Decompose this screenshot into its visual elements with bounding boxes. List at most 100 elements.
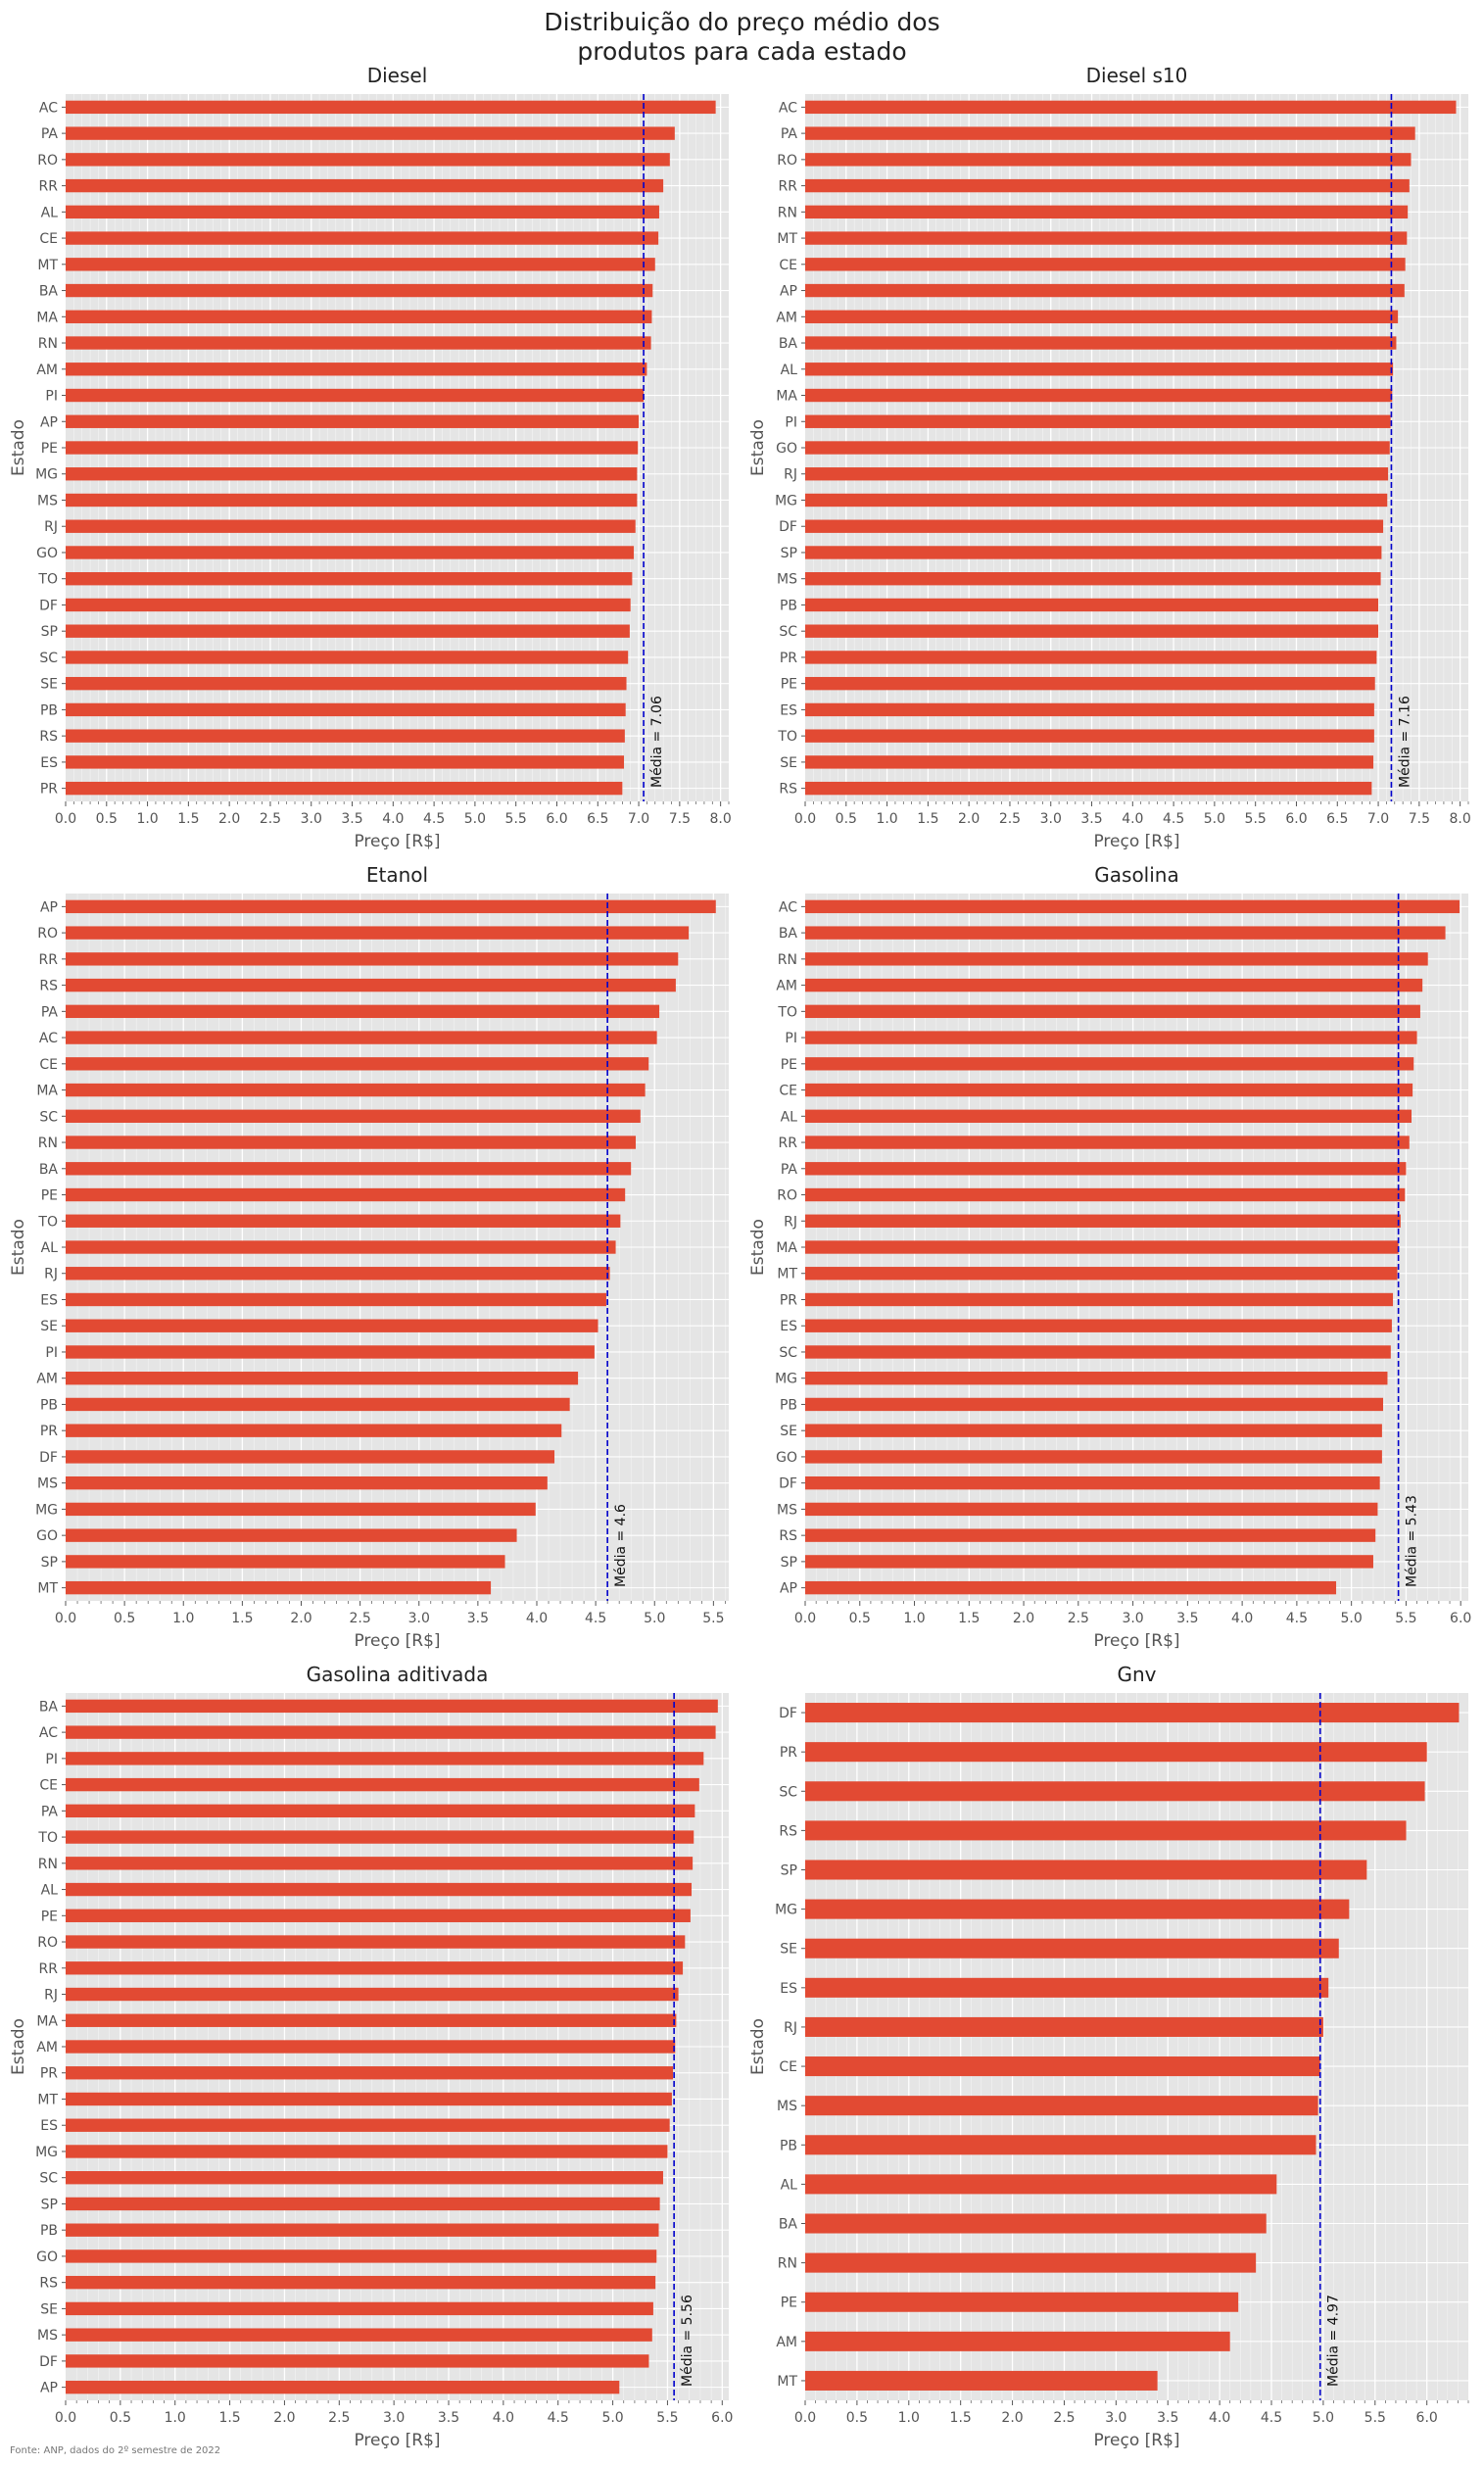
x-axis-label: Preço [R$] bbox=[354, 1631, 440, 1651]
bar-am bbox=[805, 310, 1399, 323]
bar-se bbox=[66, 676, 627, 691]
x-tick-label: 5.5 bbox=[702, 1611, 724, 1626]
x-tick-label: 3.5 bbox=[438, 2410, 459, 2426]
bar-df bbox=[805, 1703, 1460, 1723]
bar-ma bbox=[66, 1083, 646, 1097]
bar-sc bbox=[805, 624, 1379, 638]
figure-title: Distribuição do preço médio dos produtos… bbox=[0, 8, 1484, 67]
bar-al bbox=[66, 1882, 693, 1897]
y-tick-label-df: DF bbox=[39, 1450, 58, 1466]
bar-mg bbox=[66, 1502, 536, 1517]
x-tick-label: 4.5 bbox=[548, 2410, 569, 2426]
x-tick-label: 4.0 bbox=[1209, 2410, 1230, 2426]
y-tick-label-se: SE bbox=[780, 1942, 797, 1958]
x-axis-label: Preço [R$] bbox=[354, 2431, 440, 2450]
bar-se bbox=[805, 1938, 1339, 1958]
bar-ap bbox=[805, 1580, 1337, 1595]
y-tick-label-rr: RR bbox=[779, 179, 798, 195]
y-tick-label-ap: AP bbox=[780, 284, 797, 300]
y-tick-label-rj: RJ bbox=[784, 1214, 797, 1230]
bar-rs bbox=[66, 978, 676, 992]
y-tick-label-pb: PB bbox=[40, 2223, 58, 2239]
y-tick-label-es: ES bbox=[780, 1319, 797, 1334]
panel-6: DF PR SC RS SP MG SE ES RJ CE MS PB AL BA RN PE AM MT 0.0 0… bbox=[748, 1663, 1469, 2450]
bar-ma bbox=[66, 2013, 677, 2027]
bar-ap bbox=[66, 899, 716, 914]
y-tick-label-ro: RO bbox=[777, 153, 797, 169]
y-tick-label-pb: PB bbox=[780, 2138, 797, 2153]
x-tick-label: 3.5 bbox=[1157, 2410, 1178, 2426]
x-tick-label: 3.0 bbox=[1122, 1611, 1143, 1626]
y-tick-label-pi: PI bbox=[45, 1345, 58, 1361]
y-tick-label-al: AL bbox=[41, 1883, 59, 1899]
bar-pe bbox=[66, 1909, 691, 1922]
y-tick-label-es: ES bbox=[40, 755, 58, 771]
bar-am bbox=[66, 2040, 676, 2054]
x-tick-label: 3.5 bbox=[467, 1611, 489, 1626]
bar-al bbox=[805, 2174, 1277, 2195]
y-tick-label-pr: PR bbox=[40, 2066, 58, 2082]
bar-ba bbox=[805, 926, 1446, 940]
bar-ba bbox=[66, 1162, 632, 1176]
y-tick-label-pe: PE bbox=[41, 1909, 58, 1924]
bar-to bbox=[66, 1830, 694, 1844]
bar-go bbox=[66, 1528, 517, 1542]
x-tick-label: 1.5 bbox=[917, 811, 938, 827]
bar-mg bbox=[66, 2145, 668, 2158]
x-tick-label: 5.0 bbox=[601, 2410, 623, 2426]
bar-pb bbox=[805, 598, 1379, 612]
y-tick-label-am: AM bbox=[36, 2040, 58, 2055]
bar-rj bbox=[66, 1987, 679, 2002]
bar-mt bbox=[805, 231, 1408, 245]
bar-df bbox=[66, 1450, 555, 1464]
y-tick-label-df: DF bbox=[779, 519, 797, 535]
y-axis-label: Estado bbox=[748, 419, 768, 476]
y-tick-label-se: SE bbox=[780, 1424, 797, 1439]
y-tick-label-rj: RJ bbox=[784, 467, 797, 483]
y-tick-label-sp: SP bbox=[41, 1555, 58, 1571]
bar-am bbox=[66, 1372, 579, 1385]
x-axis-label: Preço [R$] bbox=[354, 832, 440, 851]
mean-label: Média = 4.6 bbox=[613, 1504, 629, 1587]
bar-mg bbox=[805, 493, 1388, 508]
y-axis-label: Estado bbox=[9, 1219, 28, 1276]
bar-sp bbox=[66, 1555, 505, 1569]
x-tick-label: 3.5 bbox=[1080, 811, 1102, 827]
bar-se bbox=[66, 1319, 598, 1332]
bar-ro bbox=[805, 1187, 1406, 1202]
bar-sc bbox=[66, 1109, 641, 1123]
x-tick-label: 2.0 bbox=[273, 2410, 295, 2426]
bar-mt bbox=[805, 2370, 1158, 2391]
x-tick-label: 0.5 bbox=[114, 1611, 135, 1626]
x-tick-label: 6.5 bbox=[587, 811, 608, 827]
bar-mg bbox=[805, 1372, 1388, 1385]
bar-pb bbox=[66, 1397, 570, 1412]
y-tick-label-mt: MT bbox=[37, 1581, 58, 1597]
bar-ro bbox=[66, 926, 690, 940]
y-tick-label-pr: PR bbox=[780, 1745, 797, 1761]
y-tick-label-pr: PR bbox=[780, 651, 797, 666]
bar-mg bbox=[66, 467, 638, 481]
x-axis-label: Preço [R$] bbox=[1093, 1631, 1179, 1651]
panel-1: AC PA RO RR AL CE MT BA MA RN AM PI AP PE MG MS RJ GO TO DF… bbox=[9, 64, 732, 851]
y-tick-label-rn: RN bbox=[778, 205, 797, 220]
y-tick-label-ba: BA bbox=[779, 336, 798, 352]
bar-ac bbox=[805, 899, 1460, 914]
x-tick-label: 8.0 bbox=[710, 811, 732, 827]
y-tick-label-sc: SC bbox=[39, 2171, 58, 2187]
mean-label: Média = 5.43 bbox=[1405, 1495, 1420, 1587]
x-tick-label: 1.0 bbox=[172, 1611, 194, 1626]
bar-mt bbox=[66, 2092, 672, 2106]
bar-ac bbox=[66, 100, 716, 115]
bar-ma bbox=[805, 1240, 1399, 1254]
bar-rn bbox=[66, 336, 651, 350]
y-tick-label-mt: MT bbox=[777, 231, 797, 247]
x-tick-label: 6.0 bbox=[1285, 811, 1307, 827]
y-tick-label-ms: MS bbox=[777, 2099, 797, 2114]
bar-pi bbox=[66, 388, 645, 403]
y-tick-label-ba: BA bbox=[779, 926, 798, 942]
x-tick-label: 0.5 bbox=[836, 811, 857, 827]
bar-pa bbox=[66, 1004, 660, 1019]
x-tick-label: 6.0 bbox=[1416, 2410, 1438, 2426]
y-tick-label-go: GO bbox=[36, 1528, 58, 1544]
